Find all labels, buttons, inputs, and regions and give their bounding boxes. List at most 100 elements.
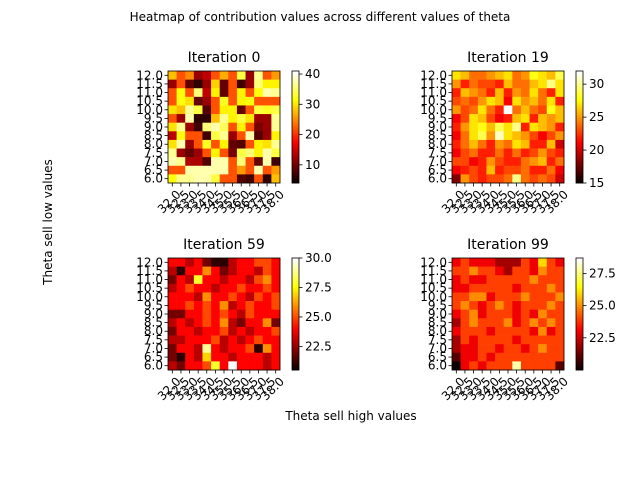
colorbar-segment — [292, 282, 299, 285]
colorbar-segment — [292, 164, 299, 167]
heatmap-cell — [236, 275, 246, 285]
colorbar-segment — [576, 321, 583, 324]
heatmap-cell — [228, 258, 238, 267]
heatmap-cell — [219, 139, 229, 149]
heatmap-cell — [245, 309, 255, 319]
heatmap-cell — [495, 266, 504, 276]
colorbar-segment — [292, 327, 299, 330]
colorbar-segment — [292, 112, 299, 115]
heatmap-cell — [176, 301, 186, 310]
heatmap-cell — [520, 165, 530, 175]
heatmap-cell — [503, 165, 513, 175]
heatmap-cell — [469, 344, 479, 354]
heatmap-cell — [477, 275, 487, 285]
heatmap-cell — [477, 165, 487, 175]
heatmap-cell — [460, 283, 470, 293]
heatmap-cell — [555, 71, 565, 80]
colorbar-segment — [576, 179, 583, 182]
y-tick-label: 9.5 — [144, 298, 163, 312]
heatmap-cell — [271, 157, 281, 167]
heatmap-cell — [555, 309, 565, 319]
heatmap-cell — [254, 96, 264, 106]
colorbar-segment — [576, 291, 583, 294]
heatmap-cell — [460, 165, 470, 175]
heatmap-cell — [520, 344, 530, 354]
colorbar-segment — [576, 364, 583, 367]
colorbar-segment — [292, 108, 299, 111]
heatmap-cell — [486, 352, 496, 362]
heatmap-cell — [245, 326, 255, 336]
colorbar-segment — [292, 175, 299, 178]
colorbar-segment — [576, 280, 583, 283]
heatmap-cell — [546, 105, 556, 115]
heatmap-cell — [469, 309, 479, 319]
heatmap-cell — [452, 96, 461, 106]
colorbar-segment — [576, 338, 583, 341]
heatmap-cell — [245, 174, 255, 184]
colorbar-segment — [576, 278, 583, 281]
heatmap-cell — [211, 301, 220, 310]
colorbar-segment — [576, 314, 583, 317]
heatmap-cell — [185, 352, 195, 362]
colorbar-segment — [292, 147, 299, 150]
heatmap-cell — [236, 292, 246, 302]
heatmap-cell — [219, 266, 229, 276]
heatmap-cell — [520, 96, 530, 106]
heatmap-cell — [555, 283, 565, 293]
colorbar-segment — [576, 104, 583, 107]
heatmap-cell — [202, 309, 212, 319]
colorbar-segment — [576, 330, 583, 334]
y-tick-label: 11.0 — [136, 86, 163, 100]
colorbar-segment — [576, 156, 583, 160]
heatmap-cell — [271, 148, 281, 158]
heatmap-cell — [254, 292, 264, 302]
colorbar-segment — [292, 291, 299, 294]
heatmap-cell — [262, 79, 272, 89]
heatmap-cell — [245, 157, 255, 167]
heatmap-cell — [503, 258, 513, 267]
heatmap-cell — [546, 131, 556, 141]
heatmap-cell — [495, 139, 504, 149]
colorbar-segment — [292, 106, 299, 109]
heatmap-cell — [219, 165, 229, 175]
heatmap-cell — [168, 79, 177, 89]
colorbar-segment — [292, 171, 299, 175]
colorbar-segment — [292, 366, 299, 369]
colorbar-segment — [292, 304, 299, 307]
colorbar-segment — [292, 317, 299, 320]
y-tick-label: 9.5 — [144, 111, 163, 125]
heatmap-cell — [245, 318, 255, 328]
colorbar-segment — [292, 119, 299, 122]
heatmap-cell — [219, 326, 229, 336]
heatmap-cell — [529, 157, 539, 167]
heatmap-cell — [271, 335, 281, 345]
heatmap-cell — [512, 131, 522, 141]
heatmap-cell — [219, 283, 229, 293]
heatmap-cell — [185, 96, 195, 106]
y-tick-label: 9.0 — [428, 120, 447, 134]
heatmap-cell — [512, 275, 522, 285]
heatmap-cell — [460, 361, 470, 371]
colorbar-segment — [576, 304, 583, 307]
heatmap-cell — [538, 283, 548, 293]
heatmap-cell — [512, 335, 522, 345]
colorbar-segment — [576, 282, 583, 285]
heatmap-cell — [202, 174, 212, 184]
heatmap-cell — [512, 148, 522, 158]
heatmap-cell — [176, 275, 186, 285]
heatmap-cell — [168, 335, 177, 345]
heatmap-cell — [486, 79, 496, 89]
heatmap-cell — [520, 79, 530, 89]
heatmap-cell — [452, 174, 461, 184]
heatmap-cell — [271, 283, 281, 293]
heatmap-cell — [546, 157, 556, 167]
colorbar-segment — [292, 181, 299, 184]
heatmap-cell — [176, 79, 186, 89]
heatmap-cell — [477, 301, 487, 310]
heatmap-cell — [211, 105, 220, 115]
colorbar-segment — [292, 343, 299, 347]
heatmap-cell — [495, 122, 504, 132]
heatmap-cell — [512, 157, 522, 167]
heatmap-cell — [477, 292, 487, 302]
